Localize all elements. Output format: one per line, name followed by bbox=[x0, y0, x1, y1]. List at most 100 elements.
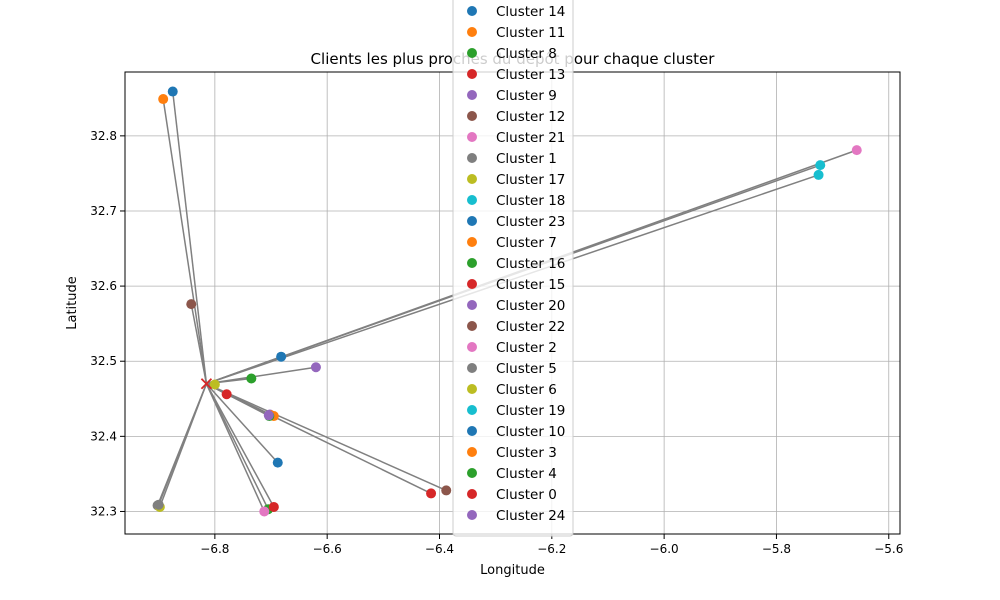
y-tick-label: 32.7 bbox=[90, 204, 117, 218]
y-axis-ticks: 32.3 32.4 32.5 32.6 32.7 32.8 bbox=[90, 129, 125, 518]
cluster-points bbox=[152, 86, 862, 517]
legend-label: Cluster 5 bbox=[496, 361, 557, 377]
depot-marker bbox=[200, 378, 213, 390]
cluster-point bbox=[221, 389, 232, 400]
legend-marker bbox=[467, 279, 477, 289]
y-tick-label: 32.3 bbox=[90, 504, 117, 518]
legend-marker bbox=[467, 174, 477, 184]
y-tick-label: 32.8 bbox=[90, 129, 117, 143]
legend-label: Cluster 0 bbox=[496, 487, 557, 503]
y-axis-label: Latitude bbox=[65, 276, 80, 330]
legend-label: Cluster 7 bbox=[496, 235, 557, 251]
x-axis-ticks: −6.8 −6.6 −6.4 −6.2 −6.0 −5.8 −5.6 bbox=[200, 534, 903, 556]
legend-label: Cluster 9 bbox=[496, 88, 557, 104]
legend: Cluster 14 Cluster 11 Cluster 8 Cluster 13 C… bbox=[452, 0, 574, 537]
legend-label: Cluster 8 bbox=[496, 46, 557, 62]
depot-line bbox=[162, 98, 208, 384]
legend-marker bbox=[467, 27, 477, 37]
legend-marker bbox=[467, 321, 477, 331]
legend-marker bbox=[467, 132, 477, 142]
depot-line bbox=[206, 383, 447, 492]
legend-marker bbox=[467, 48, 477, 58]
cluster-point bbox=[246, 373, 257, 384]
cluster-point bbox=[263, 410, 274, 421]
legend-marker bbox=[467, 69, 477, 79]
x-axis-label: Longitude bbox=[480, 563, 545, 578]
x-tick-label: −6.0 bbox=[650, 542, 679, 556]
legend-label: Cluster 21 bbox=[496, 130, 565, 146]
legend-marker bbox=[467, 216, 477, 226]
legend-marker bbox=[467, 447, 477, 457]
legend-label: Cluster 22 bbox=[496, 319, 565, 335]
depot-line bbox=[205, 383, 279, 464]
cluster-point bbox=[153, 499, 164, 510]
legend-marker bbox=[467, 195, 477, 205]
cluster-point bbox=[268, 501, 279, 512]
legend-label: Cluster 2 bbox=[496, 340, 557, 356]
cluster-point bbox=[851, 145, 862, 156]
x-tick-label: −5.6 bbox=[874, 542, 903, 556]
legend-label: Cluster 14 bbox=[496, 4, 565, 20]
cluster-point bbox=[276, 351, 287, 362]
legend-label: Cluster 16 bbox=[496, 256, 565, 272]
legend-marker bbox=[467, 405, 477, 415]
cluster-point bbox=[815, 160, 826, 171]
x-tick-label: −6.2 bbox=[537, 542, 566, 556]
y-tick-label: 32.4 bbox=[90, 429, 117, 443]
legend-label: Cluster 19 bbox=[496, 403, 565, 419]
cluster-point bbox=[167, 86, 178, 97]
legend-marker bbox=[467, 384, 477, 394]
legend-marker bbox=[467, 426, 477, 436]
depot-line bbox=[171, 91, 208, 384]
x-tick-label: −5.8 bbox=[762, 542, 791, 556]
legend-marker bbox=[467, 510, 477, 520]
legend-label: Cluster 3 bbox=[496, 445, 557, 461]
legend-marker bbox=[467, 258, 477, 268]
y-tick-label: 32.5 bbox=[90, 354, 117, 368]
legend-marker bbox=[467, 90, 477, 100]
cluster-point bbox=[272, 457, 283, 468]
depot-line bbox=[190, 303, 208, 384]
legend-marker bbox=[467, 363, 477, 373]
legend-label: Cluster 12 bbox=[496, 109, 565, 125]
legend-label: Cluster 24 bbox=[496, 508, 565, 524]
x-tick-label: −6.6 bbox=[313, 542, 342, 556]
depot-line bbox=[157, 383, 208, 505]
cluster-point bbox=[186, 299, 197, 310]
legend-label: Cluster 13 bbox=[496, 67, 565, 83]
legend-marker bbox=[467, 300, 477, 310]
legend-marker bbox=[467, 468, 477, 478]
cluster-point bbox=[813, 169, 824, 180]
legend-label: Cluster 17 bbox=[496, 172, 565, 188]
legend-label: Cluster 20 bbox=[496, 298, 565, 314]
cluster-point bbox=[259, 506, 270, 517]
legend-label: Cluster 4 bbox=[496, 466, 557, 482]
legend-label: Cluster 18 bbox=[496, 193, 565, 209]
legend-marker bbox=[467, 111, 477, 121]
legend-marker bbox=[467, 6, 477, 16]
y-tick-label: 32.6 bbox=[90, 279, 117, 293]
cluster-point bbox=[209, 379, 220, 390]
cluster-point bbox=[441, 485, 452, 496]
legend-label: Cluster 10 bbox=[496, 424, 565, 440]
legend-marker bbox=[467, 237, 477, 247]
legend-label: Cluster 23 bbox=[496, 214, 565, 230]
x-tick-label: −6.8 bbox=[200, 542, 229, 556]
legend-marker bbox=[467, 153, 477, 163]
cluster-point bbox=[426, 488, 437, 499]
x-tick-label: −6.4 bbox=[425, 542, 454, 556]
legend-label: Cluster 15 bbox=[496, 277, 565, 293]
legend-marker bbox=[467, 342, 477, 352]
legend-label: Cluster 11 bbox=[496, 25, 565, 41]
depot-line bbox=[205, 383, 269, 510]
cluster-point bbox=[158, 94, 169, 105]
legend-box bbox=[452, 0, 574, 537]
legend-label: Cluster 6 bbox=[496, 382, 557, 398]
cluster-point bbox=[310, 362, 321, 373]
legend-marker bbox=[467, 489, 477, 499]
depot-x-stroke bbox=[200, 378, 213, 390]
legend-label: Cluster 1 bbox=[496, 151, 557, 167]
depot-line bbox=[205, 383, 265, 512]
depot-line bbox=[205, 383, 275, 508]
